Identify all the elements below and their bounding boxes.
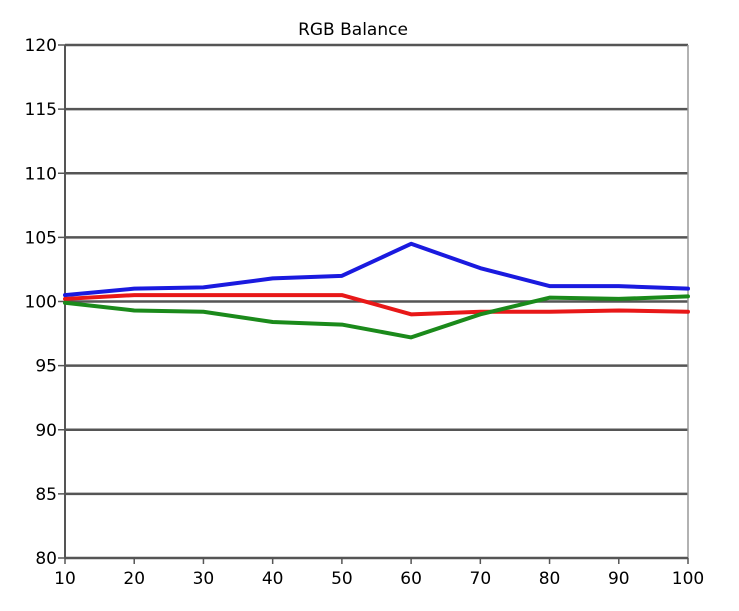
x-tick-label: 10 bbox=[54, 569, 76, 589]
x-tick-label: 80 bbox=[539, 569, 561, 589]
chart-title: RGB Balance bbox=[298, 20, 408, 40]
x-tick-label: 60 bbox=[400, 569, 422, 589]
x-tick-labels: 10 20 30 40 50 60 70 80 90 100 bbox=[54, 569, 704, 589]
x-tick-label: 40 bbox=[262, 569, 284, 589]
x-tick-label: 50 bbox=[331, 569, 353, 589]
y-tick-labels: 80 85 90 95 100 105 110 115 120 bbox=[25, 36, 57, 569]
y-tick-label: 95 bbox=[35, 357, 57, 377]
y-tick-label: 80 bbox=[35, 549, 57, 569]
grid-lines bbox=[65, 43, 688, 560]
y-tick-label: 110 bbox=[25, 164, 57, 184]
x-tick-label: 30 bbox=[193, 569, 215, 589]
y-tick-label: 115 bbox=[25, 100, 57, 120]
y-tick-label: 85 bbox=[35, 485, 57, 505]
x-tick-label: 90 bbox=[608, 569, 630, 589]
x-tick-label: 20 bbox=[123, 569, 145, 589]
y-tick-label: 90 bbox=[35, 421, 57, 441]
series-line-red bbox=[63, 293, 690, 317]
series-lines bbox=[63, 241, 690, 340]
y-tick-label: 120 bbox=[25, 36, 57, 56]
y-tick-label: 100 bbox=[25, 293, 57, 313]
series-line-blue bbox=[63, 241, 690, 298]
axes bbox=[58, 44, 689, 564]
y-tick-label: 105 bbox=[25, 228, 57, 248]
x-tick-label: 100 bbox=[672, 569, 704, 589]
series-line-green bbox=[63, 294, 690, 340]
x-tick-label: 70 bbox=[470, 569, 492, 589]
